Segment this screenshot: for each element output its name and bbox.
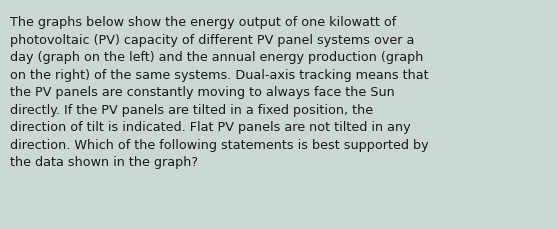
Text: The graphs below show the energy output of one kilowatt of
photovoltaic (PV) cap: The graphs below show the energy output … xyxy=(10,16,429,168)
